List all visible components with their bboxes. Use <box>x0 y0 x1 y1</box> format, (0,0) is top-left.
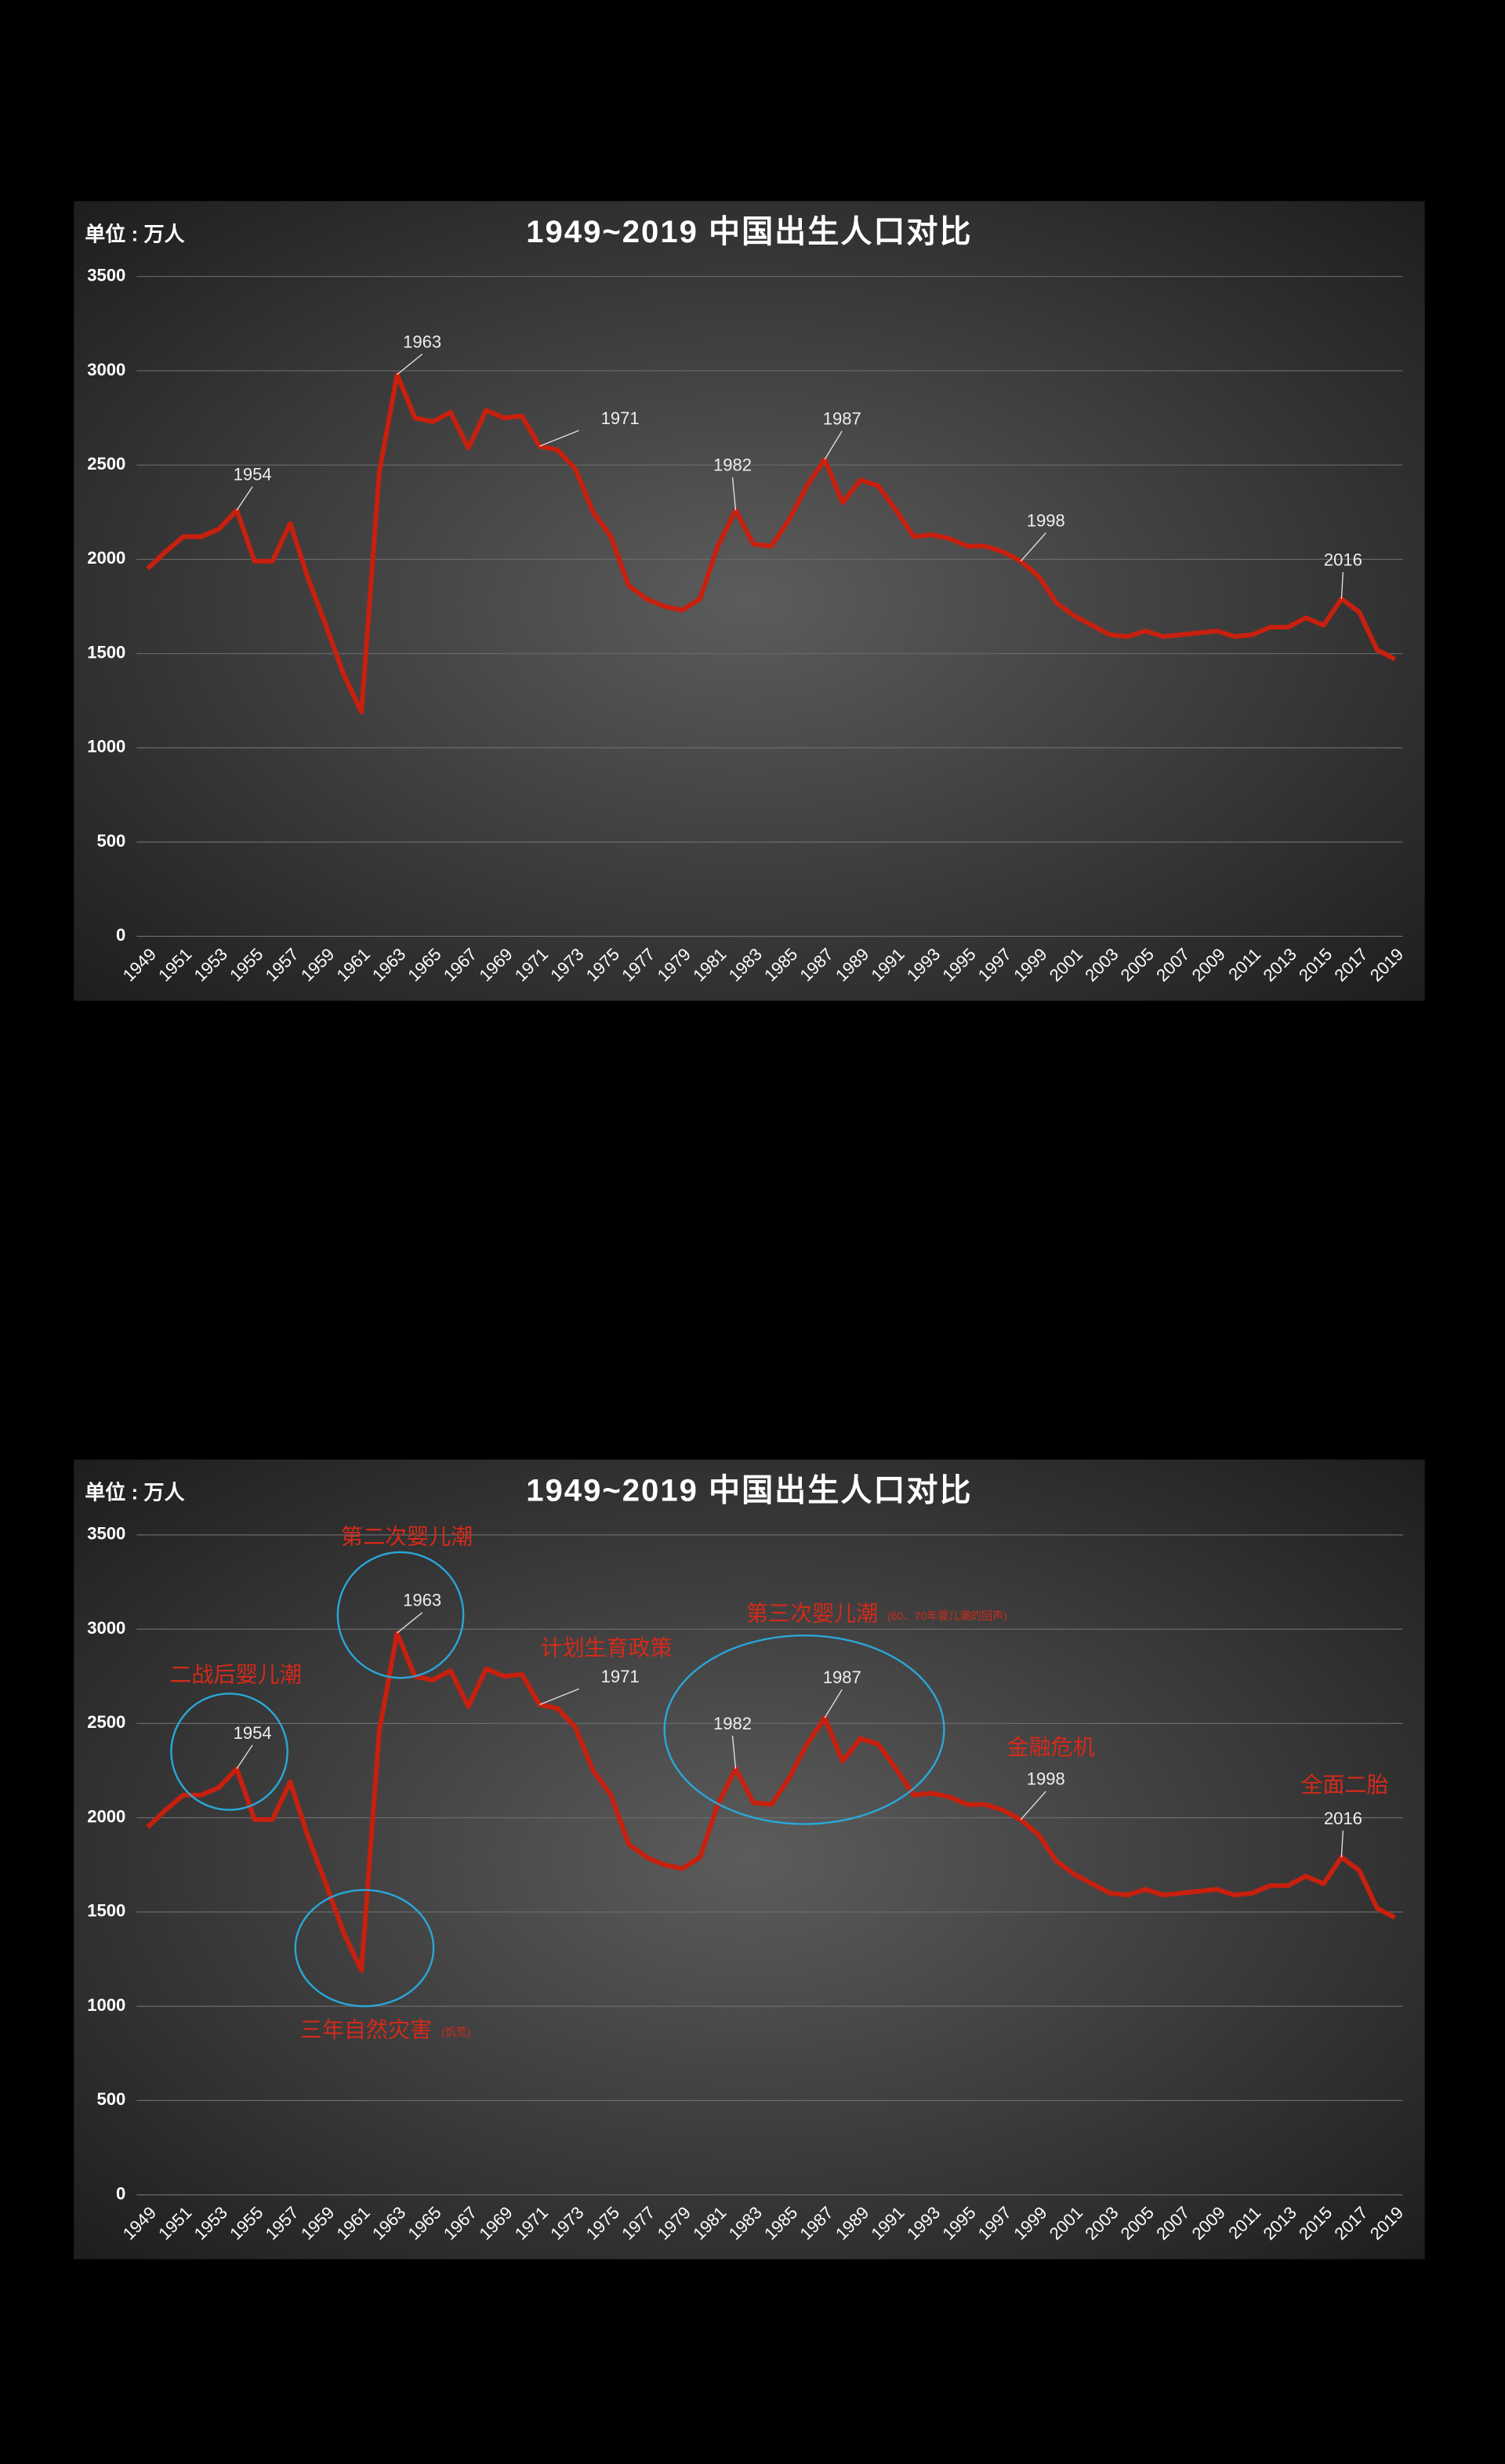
annotation: 二战后婴儿潮 <box>169 1663 301 1687</box>
leader-line <box>731 1735 737 1769</box>
leader-line <box>539 430 579 447</box>
highlight-circle <box>663 1634 945 1825</box>
y-tick-label: 1500 <box>87 1901 125 1921</box>
chart-title: 1949~2019 中国出生人口对比 <box>526 215 972 249</box>
unit-label: 单位 : 万人 <box>85 1481 185 1504</box>
point-label: 1963 <box>403 1591 441 1610</box>
y-tick-label: 2000 <box>87 1806 125 1826</box>
point-label: 1963 <box>403 332 441 352</box>
leader-line <box>397 1612 423 1634</box>
point-label: 2016 <box>1324 1809 1362 1828</box>
y-tick-label: 3000 <box>87 1618 125 1638</box>
y-tick-label: 1500 <box>87 642 125 662</box>
point-label: 1954 <box>234 1723 272 1743</box>
y-tick-label: 500 <box>97 831 126 851</box>
annotation-note: (饥荒) <box>441 2026 470 2038</box>
y-tick-label: 1000 <box>87 1995 125 2015</box>
highlight-circle <box>170 1693 288 1811</box>
y-tick-label: 3500 <box>87 1524 125 1544</box>
chart-title: 1949~2019 中国出生人口对比 <box>526 1473 972 1508</box>
point-label: 1954 <box>234 465 272 484</box>
point-label: 1971 <box>601 408 640 428</box>
y-tick-label: 2000 <box>87 548 125 568</box>
y-tick-label: 0 <box>116 925 125 945</box>
leader-line <box>1020 1791 1046 1820</box>
leader-line <box>824 430 843 460</box>
point-label: 1987 <box>823 409 861 429</box>
annotation: 金融危机 <box>1007 1735 1095 1759</box>
y-tick-label: 2500 <box>87 454 125 474</box>
leader-line <box>1340 1831 1344 1858</box>
leader-line <box>539 1688 579 1705</box>
annotation: 计划生育政策 <box>540 1636 672 1660</box>
leader-line <box>236 1744 253 1769</box>
annotation: 全面二胎 <box>1300 1773 1388 1797</box>
highlight-circle <box>336 1551 465 1679</box>
unit-label: 单位 : 万人 <box>85 222 185 245</box>
point-label: 2016 <box>1324 550 1362 570</box>
annotation: 第三次婴儿潮 <box>746 1602 878 1626</box>
annotation: 三年自然灾害 <box>300 2018 432 2042</box>
leader-line <box>236 486 253 511</box>
leader-line <box>1340 572 1344 599</box>
y-tick-label: 500 <box>97 2089 126 2109</box>
chart: 1949~2019 中国出生人口对比 单位 : 万人 0 500 1000 1500 200… <box>74 201 1425 1001</box>
point-label: 1998 <box>1027 1769 1065 1789</box>
chart-background <box>74 1459 1425 2259</box>
leader-line <box>731 477 737 510</box>
leader-line <box>397 354 423 376</box>
chart-background <box>74 201 1425 1001</box>
leader-line <box>1020 532 1046 562</box>
annotation: 第二次婴儿潮 <box>341 1524 473 1548</box>
y-tick-label: 3000 <box>87 360 125 379</box>
point-label: 1971 <box>601 1667 640 1686</box>
annotation-note: (60、70年婴儿潮的回声) <box>887 1609 1007 1622</box>
chart: 1949~2019 中国出生人口对比 单位 : 万人 0 500 1000 1500 200… <box>74 1459 1425 2259</box>
data-line <box>146 1630 1396 1973</box>
point-label: 1987 <box>823 1667 861 1687</box>
y-tick-label: 0 <box>116 2183 125 2203</box>
y-tick-label: 1000 <box>87 737 125 757</box>
point-label: 1998 <box>1027 511 1065 531</box>
leader-line <box>824 1689 843 1718</box>
data-line <box>146 372 1396 715</box>
point-label: 1982 <box>713 1714 752 1733</box>
highlight-circle <box>294 1889 435 2008</box>
y-tick-label: 2500 <box>87 1712 125 1732</box>
point-label: 1982 <box>713 455 752 475</box>
y-tick-label: 3500 <box>87 266 125 285</box>
